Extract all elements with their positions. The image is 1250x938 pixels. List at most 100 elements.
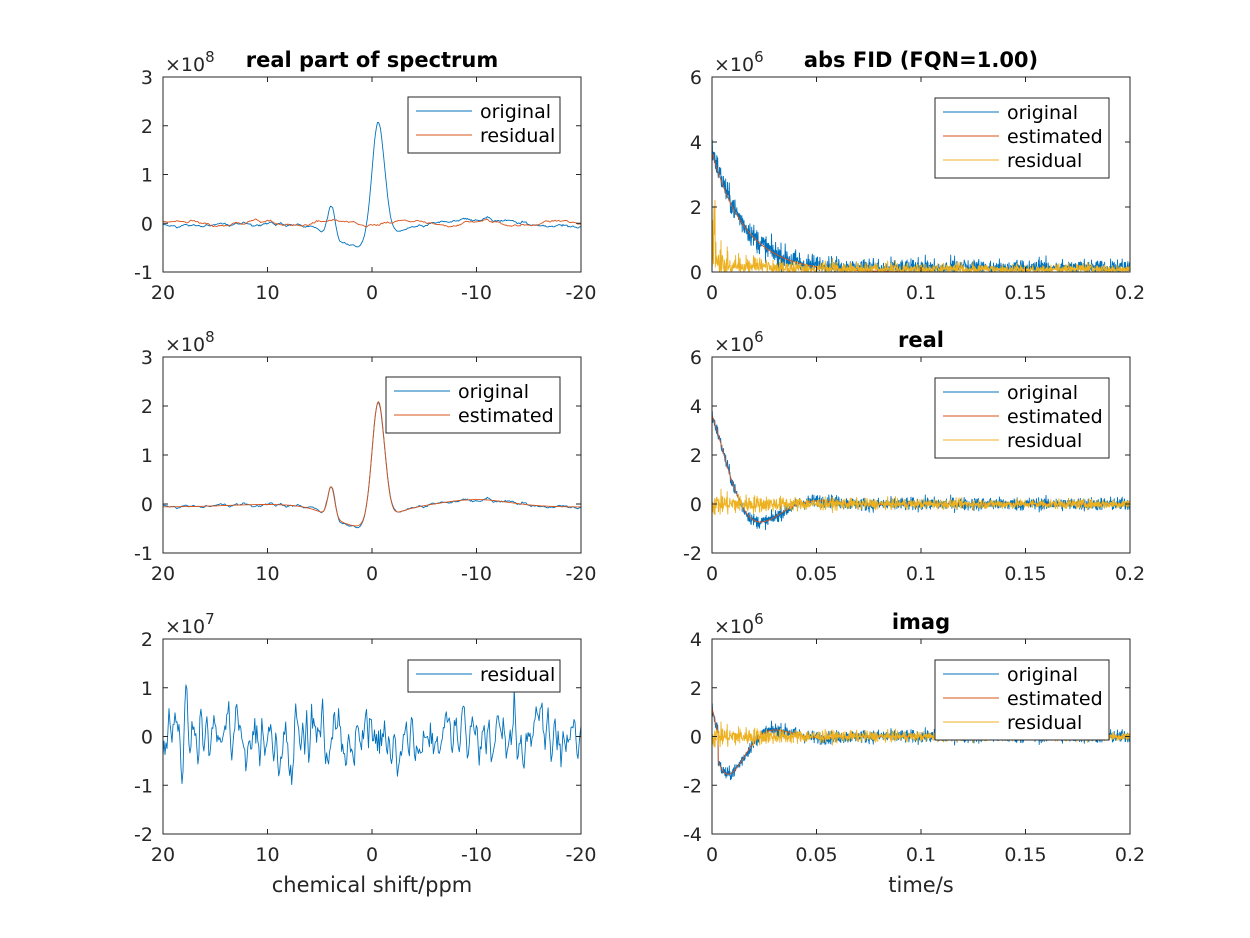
x-tick-label: 0 <box>706 844 718 866</box>
y-tick-label: -2 <box>134 824 153 846</box>
subplot-title: abs FID (FQN=1.00) <box>804 48 1038 72</box>
y-tick-label: 2 <box>141 116 153 138</box>
legend-label-original: original <box>480 101 551 123</box>
x-tick-label: -10 <box>461 844 492 866</box>
y-tick-label: 0 <box>690 262 702 284</box>
x-tick-label: 20 <box>151 282 175 304</box>
y-exponent: ×107 <box>165 610 215 638</box>
y-tick-label: 4 <box>690 132 702 154</box>
y-tick-label: 3 <box>141 347 153 369</box>
y-tick-label: 0 <box>141 727 153 749</box>
y-exponent: ×106 <box>714 48 764 76</box>
x-axis-label: time/s <box>888 873 953 897</box>
y-tick-label: 4 <box>690 629 702 651</box>
x-tick-label: 0.15 <box>1004 844 1046 866</box>
legend-label-residual: residual <box>1007 150 1082 172</box>
x-tick-label: 0.1 <box>906 563 936 585</box>
x-tick-label: 20 <box>151 563 175 585</box>
legend-box <box>934 377 1110 459</box>
x-tick-label: 0.2 <box>1115 844 1145 866</box>
y-tick-label: 2 <box>690 678 702 700</box>
x-tick-label: 0.2 <box>1115 282 1145 304</box>
y-tick-label: 0 <box>690 494 702 516</box>
legend-label-original: original <box>1007 102 1078 124</box>
series-line-residual <box>163 218 581 228</box>
x-tick-label: -20 <box>565 844 596 866</box>
legend-label-original: original <box>1007 382 1078 404</box>
x-tick-label: 0.1 <box>906 282 936 304</box>
y-tick-label: 3 <box>141 67 153 89</box>
y-tick-label: -2 <box>683 775 702 797</box>
y-exponent: ×108 <box>165 48 215 76</box>
legend-label-original: original <box>458 381 529 403</box>
y-tick-label: -2 <box>683 543 702 565</box>
legend-label-estimated: estimated <box>1007 688 1103 710</box>
y-exponent: ×108 <box>165 328 215 356</box>
x-tick-label: 0.15 <box>1004 563 1046 585</box>
x-tick-label: 0 <box>366 282 378 304</box>
x-tick-label: 10 <box>255 563 279 585</box>
y-tick-label: 2 <box>141 629 153 651</box>
series-line-estimated <box>163 401 581 527</box>
legend-label-residual: residual <box>480 125 555 147</box>
y-tick-label: 2 <box>690 445 702 467</box>
series-line-original <box>163 121 581 248</box>
subplot-2: 0 0.05 0.1 0.15 0.2 0 2 4 6 ×106 abs FID (FQN=1.00… <box>690 48 1145 304</box>
y-tick-label: 2 <box>690 197 702 219</box>
y-tick-label: 0 <box>690 727 702 749</box>
y-tick-label: 4 <box>690 396 702 418</box>
legend-box <box>934 97 1110 179</box>
x-tick-label: 0.15 <box>1004 282 1046 304</box>
x-tick-label: -20 <box>565 282 596 304</box>
legend-label-estimated: estimated <box>1007 126 1103 148</box>
x-tick-label: 0.05 <box>795 282 837 304</box>
subplot-6: 0 0.05 0.1 0.15 0.2 -4 -2 0 2 4 ×106 imag time/s orig… <box>683 610 1145 897</box>
legend-label-residual: residual <box>1007 712 1082 734</box>
x-axis-label: chemical shift/ppm <box>272 873 473 897</box>
x-tick-label: 0 <box>706 282 718 304</box>
legend-label-original: original <box>1007 664 1078 686</box>
y-tick-label: 0 <box>141 213 153 235</box>
subplot-title: imag <box>892 610 950 634</box>
x-tick-label: 0 <box>366 563 378 585</box>
legend-box <box>385 376 561 434</box>
legend-label-residual: residual <box>480 664 555 686</box>
y-tick-label: 1 <box>141 165 153 187</box>
y-tick-label: -4 <box>683 824 702 846</box>
series-line-residual <box>163 684 581 786</box>
legend: residual <box>407 659 561 693</box>
x-tick-label: 20 <box>151 844 175 866</box>
legend-label-residual: residual <box>1007 430 1082 452</box>
x-tick-label: 0.05 <box>795 563 837 585</box>
legend-box <box>407 659 561 693</box>
series-line-residual <box>712 488 1130 516</box>
y-tick-label: 1 <box>141 678 153 700</box>
y-exponent: ×106 <box>714 328 764 356</box>
legend-box <box>407 96 561 154</box>
y-tick-label: -1 <box>134 543 153 565</box>
x-tick-label: 0.2 <box>1115 563 1145 585</box>
y-tick-label: -1 <box>134 775 153 797</box>
legend-box <box>934 659 1110 741</box>
x-tick-label: 0.05 <box>795 844 837 866</box>
x-tick-label: 10 <box>255 282 279 304</box>
legend-label-estimated: estimated <box>458 405 554 427</box>
y-tick-label: -1 <box>134 262 153 284</box>
y-tick-label: 6 <box>690 347 702 369</box>
y-tick-label: 1 <box>141 445 153 467</box>
y-exponent: ×106 <box>714 610 764 638</box>
subplot-title: real <box>898 328 944 352</box>
subplot-title: real part of spectrum <box>246 48 499 72</box>
y-tick-label: 0 <box>141 494 153 516</box>
y-tick-label: 6 <box>690 67 702 89</box>
x-tick-label: -10 <box>461 282 492 304</box>
